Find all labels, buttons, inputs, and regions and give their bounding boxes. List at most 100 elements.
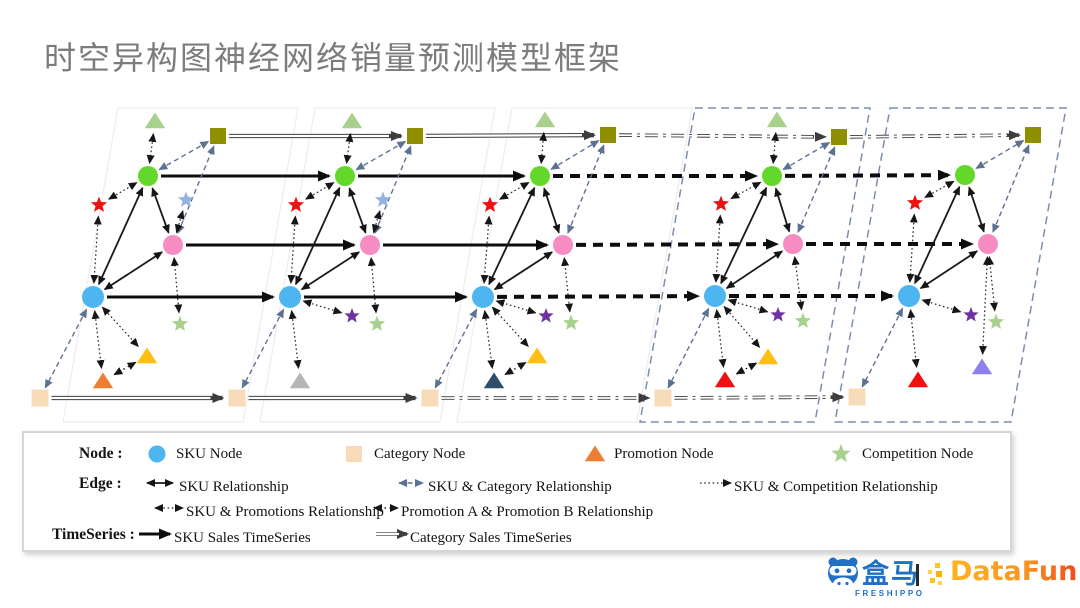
- slice-outline-1: [62, 107, 299, 423]
- node-s3-lgreenStar: [562, 314, 580, 330]
- edge-s3-purpleStar~s3-blueC: [495, 299, 537, 315]
- edge-s3-pinkC~s3-oliveSq: [567, 144, 605, 234]
- edge-s1-blueC~s1-peachSq: [44, 308, 88, 389]
- node-s1-orangeTri: [92, 372, 114, 389]
- edge-rail-s4-peachSq~s5-peachSq: [674, 396, 831, 399]
- node-s3-redStar: [481, 196, 499, 212]
- node-s5-oliveSq: [1025, 127, 1041, 143]
- edge-s2-greenC~s2-oliveSq: [355, 140, 407, 171]
- edge-s1-pinkC~s1-oliveSq: [177, 145, 215, 234]
- node-s5-blueC: [898, 285, 920, 307]
- edge-s5-blueC~s5-peachSq: [861, 307, 904, 388]
- edge-s3-blueC~s3-navyTri: [481, 309, 496, 370]
- legend: Node : Edge : TimeSeries : SKU Node Categ…: [22, 431, 1012, 552]
- node-s4-topTri: [766, 111, 788, 128]
- node-s3-navyTri: [483, 372, 505, 389]
- node-s5-redStar: [906, 194, 924, 210]
- node-s5-greenC: [955, 165, 975, 185]
- node-s1-blueStar: [177, 191, 195, 207]
- edge-s2-lgreenStar~s2-pinkC: [367, 256, 380, 314]
- edge-s1-redStar~s1-blueC: [90, 215, 102, 284]
- edge-s3-topTri~s3-greenC: [537, 131, 548, 165]
- edge-s3-redStar~s3-greenC: [499, 181, 530, 200]
- node-s3-pinkC: [553, 235, 573, 255]
- edge-s4-greenC~s4-oliveSq: [782, 141, 831, 171]
- node-s4-yellowTri: [757, 348, 779, 365]
- prediction-slice-border-4: [639, 107, 871, 423]
- legend-edge-type-2-1: SKU & Promotions Relationship: [186, 504, 384, 520]
- edge-s4-blueC~s4-yellowTri: [723, 305, 761, 348]
- node-s1-topTri: [144, 112, 166, 129]
- freshippo-hippo-icon: [828, 557, 858, 591]
- edge-s2-redStar~s2-greenC: [305, 182, 335, 200]
- edge-s4-purpleStar~s4-blueC: [727, 298, 769, 314]
- datafun-pixels-icon: [928, 563, 942, 585]
- node-s4-purpleStar: [770, 307, 786, 322]
- edge-rail-s4-oliveSq~s5-oliveSq: [849, 134, 1008, 138]
- legend-timeseries-label: TimeSeries :: [52, 526, 135, 543]
- legend-swatch-star-icon: [831, 444, 851, 463]
- edge-s3-blueC~s3-pinkC: [493, 251, 553, 291]
- edge-s4-redStar~s4-greenC: [730, 181, 762, 200]
- node-s4-pinkC: [783, 234, 803, 254]
- legend-edge-label: Edge :: [79, 475, 122, 492]
- node-s3-blueC: [472, 286, 494, 308]
- legend-node-label: Node :: [79, 445, 123, 462]
- node-s5-periTri: [971, 358, 993, 375]
- edge-s5-redStar~s5-blueC: [906, 213, 918, 283]
- legend-node-type-1: SKU Node: [176, 446, 243, 462]
- legend-arrow-tsolid: [139, 528, 172, 540]
- node-s3-yellowTri: [526, 347, 548, 364]
- node-s1-greenC: [138, 166, 158, 186]
- edge-s4-lgreenStar~s4-pinkC: [791, 255, 805, 311]
- legend-swatch-tri-icon: [584, 445, 606, 462]
- node-s2-grayTri: [289, 372, 311, 389]
- node-s5-lgreenStar: [987, 313, 1005, 329]
- node-s3-oliveSq: [600, 127, 616, 143]
- edge-s4-redTri~s4-yellowTri: [735, 362, 758, 375]
- edge-s3-greenC~s3-oliveSq: [550, 140, 600, 170]
- node-s4-blueC: [704, 285, 726, 307]
- edge-s5-lgreenStar~s5-pinkC: [986, 255, 998, 312]
- node-s1-lgreenStar: [171, 315, 189, 331]
- node-s4-oliveSq: [831, 129, 847, 145]
- node-s2-topTri: [341, 112, 363, 129]
- edge-s2-redStar~s2-blueC: [287, 215, 299, 284]
- edge-s2-blueC~s2-pinkC: [300, 251, 360, 291]
- edge-s3-lgreenStar~s3-pinkC: [561, 256, 573, 313]
- edge-s5-blueC~s5-pinkC: [919, 250, 978, 290]
- edge-s5-purpleStar~s5-blueC: [921, 298, 962, 314]
- legend-arrow-solid: [146, 479, 174, 487]
- edge-s1-blueC~s1-yellowTri: [101, 306, 139, 348]
- node-s4-peachSq: [654, 389, 672, 407]
- edge-rail-s2-oliveSq~s3-oliveSq: [425, 134, 583, 137]
- node-s1-oliveSq: [210, 128, 226, 144]
- legend-edge-type-1-1: SKU Relationship: [179, 479, 289, 495]
- legend-node-type-2: Category Node: [374, 446, 466, 462]
- legend-node-type-4: Competition Node: [862, 446, 974, 462]
- node-s5-purpleStar: [963, 307, 979, 322]
- edge-s1-blueC~s1-orangeTri: [91, 309, 105, 370]
- legend-arrow-dotted: [700, 479, 732, 487]
- node-s3-peachSq: [421, 389, 439, 407]
- edge-s5-blueC~s5-redTri: [907, 308, 920, 369]
- node-s5-peachSq: [848, 388, 866, 406]
- edge-s1-topTri~s1-greenC: [146, 132, 157, 165]
- edge-rail-s3-oliveSq~s4-oliveSq: [618, 134, 814, 138]
- node-s4-redTri: [714, 371, 736, 388]
- edge-s3-blueC~s3-yellowTri: [491, 306, 529, 348]
- edge-s4-blueC~s4-peachSq: [667, 307, 710, 389]
- edge-s1-orangeTri~s1-yellowTri: [113, 361, 137, 376]
- footer-logos: 盒马 FRESHIPPO DataFun.: [826, 552, 1080, 604]
- edge-s4-pinkC~s4-oliveSq: [797, 146, 836, 234]
- edge-s2-topTri~s2-greenC: [343, 132, 354, 165]
- edge-s2-pinkC~s2-oliveSq: [374, 145, 412, 234]
- edge-s4-blueC~s4-pinkC: [725, 250, 784, 289]
- legend-timeseries-type-2: Category Sales TimeSeries: [410, 530, 572, 546]
- edge-s3-greenC~s3-pinkC: [542, 187, 561, 234]
- edge-s1-redStar~s1-greenC: [108, 182, 138, 200]
- edge-s2-blueC~s2-grayTri: [288, 309, 302, 370]
- node-s2-blueStar: [374, 191, 392, 207]
- edge-s2-blueC~s2-peachSq: [241, 308, 285, 389]
